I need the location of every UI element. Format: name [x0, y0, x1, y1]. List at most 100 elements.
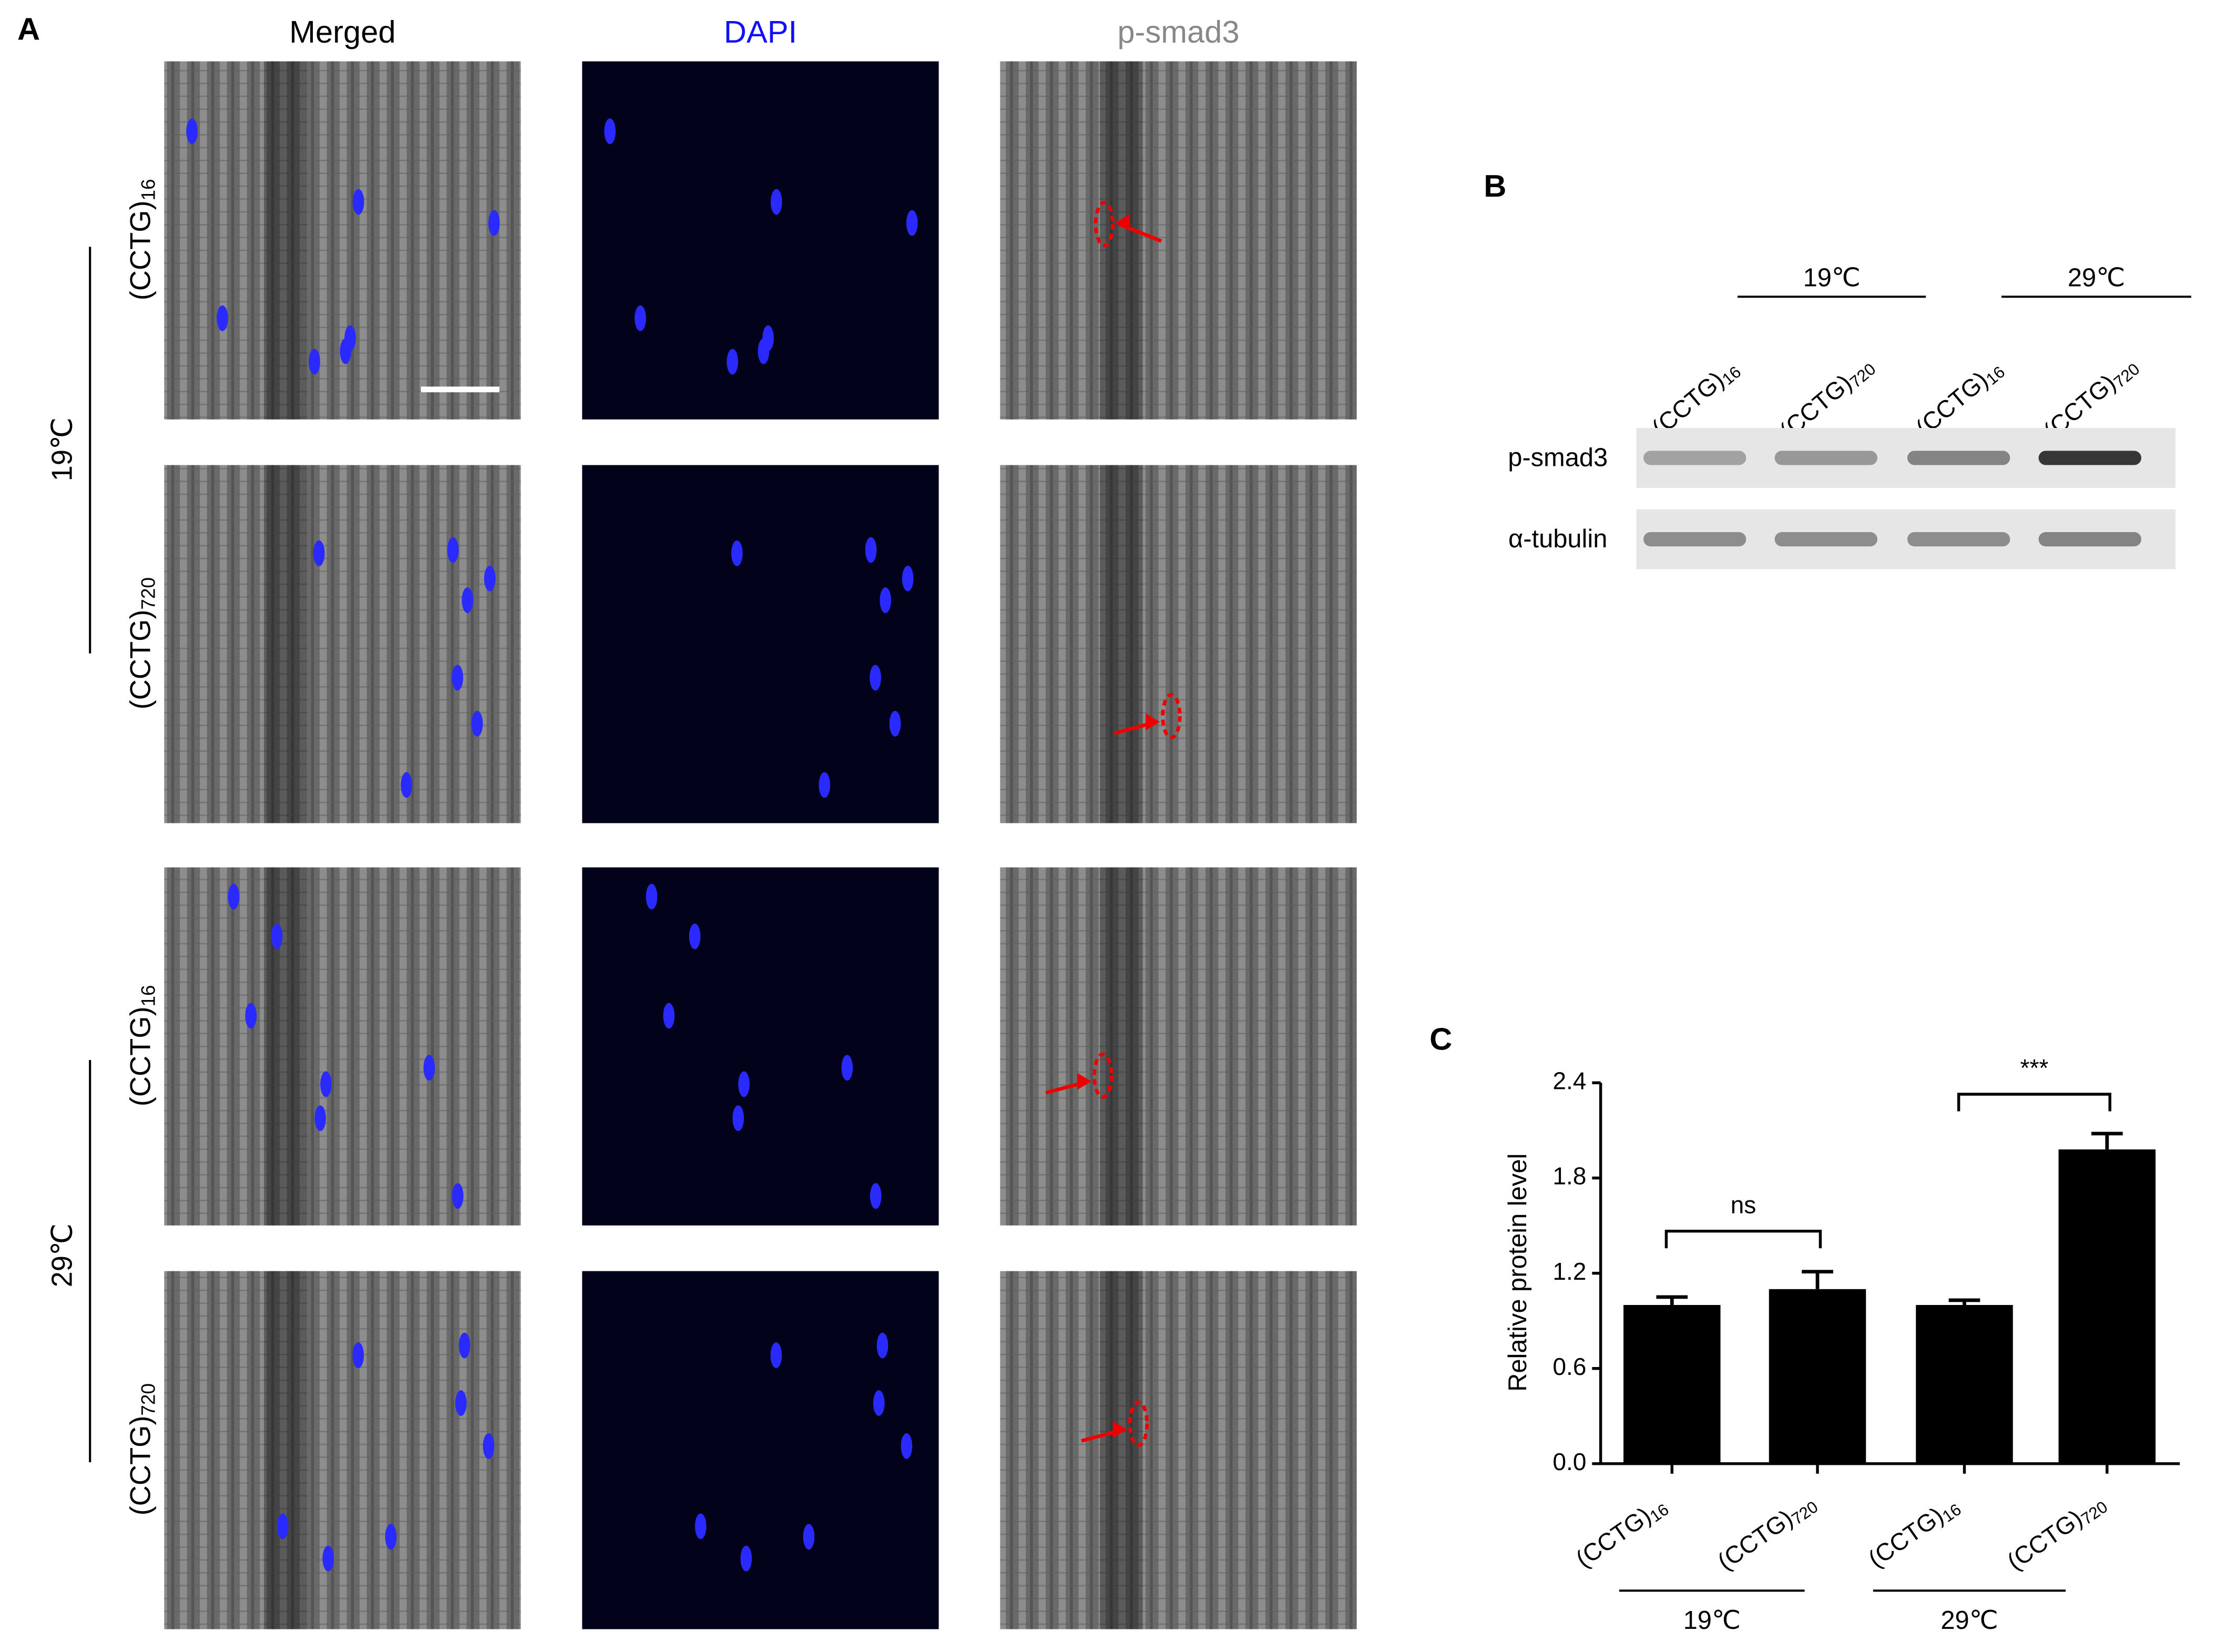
bar — [1769, 1289, 1866, 1464]
group-label: 29℃ — [2068, 264, 2125, 292]
band — [1907, 532, 2010, 547]
panel-letter: B — [1484, 168, 1506, 203]
nucleus — [462, 587, 474, 614]
row-label: (CCTG)720 — [125, 1383, 159, 1515]
nucleus — [483, 1433, 495, 1459]
group-label: 19℃ — [47, 417, 78, 481]
panel-letter: A — [17, 11, 40, 46]
image-shade — [264, 61, 307, 420]
panel-letter: C — [1429, 1021, 1452, 1056]
nucleus — [689, 923, 701, 950]
nucleus — [471, 710, 483, 737]
nucleus — [880, 587, 892, 614]
micrograph — [164, 465, 521, 823]
nucleus — [663, 1003, 675, 1029]
micrograph — [164, 867, 521, 1226]
nucleus — [819, 772, 831, 798]
arrow-head — [1146, 713, 1160, 731]
nucleus — [604, 118, 616, 145]
nucleus — [484, 565, 496, 592]
nucleus — [770, 189, 782, 215]
micrograph — [1000, 1271, 1357, 1629]
image-panel — [582, 1271, 939, 1629]
bar — [2058, 1149, 2156, 1464]
nucleus — [731, 540, 743, 566]
significance-bracket — [1664, 1229, 1822, 1249]
group-label: 29℃ — [47, 1223, 78, 1287]
image-panel — [1000, 1271, 1357, 1629]
row-label: (CCTG)16 — [125, 179, 159, 300]
micrograph — [582, 465, 939, 823]
marked-nucleus — [1161, 692, 1182, 740]
y-tick-label: 1.2 — [1552, 1258, 1586, 1285]
nucleus — [694, 1513, 707, 1539]
arrow-head — [1077, 1073, 1091, 1090]
image-shade — [1100, 1271, 1143, 1629]
nucleus — [340, 338, 352, 364]
image-panel — [164, 465, 521, 823]
band — [2038, 532, 2141, 547]
image-shade — [1100, 465, 1143, 823]
column-header: DAPI — [724, 14, 797, 49]
band-label: p-smad3 — [1508, 444, 1608, 472]
row-label: (CCTG)720 — [125, 577, 159, 709]
nucleus — [314, 1105, 326, 1131]
image-shade — [264, 465, 307, 823]
image-shade — [1100, 867, 1143, 1226]
band — [1774, 451, 1877, 465]
band — [1907, 451, 2010, 465]
nucleus — [841, 1055, 853, 1081]
marked-nucleus — [1128, 1400, 1149, 1447]
band — [1643, 532, 1746, 547]
bar — [1623, 1304, 1721, 1464]
nucleus — [870, 1183, 882, 1209]
nucleus — [876, 1332, 888, 1359]
micrograph — [582, 1271, 939, 1629]
column-header: p-smad3 — [1117, 14, 1239, 49]
band — [1643, 451, 1746, 465]
nucleus — [902, 565, 914, 592]
significance-label: *** — [2020, 1054, 2049, 1082]
y-tick-label: 0.0 — [1552, 1448, 1586, 1475]
micrograph — [164, 61, 521, 420]
nucleus — [322, 1545, 334, 1572]
y-tick-label: 1.8 — [1552, 1162, 1586, 1190]
image-panel — [164, 1271, 521, 1629]
image-panel — [582, 465, 939, 823]
nucleus — [245, 1003, 257, 1029]
micrograph — [1000, 61, 1357, 420]
band — [1774, 532, 1877, 547]
nucleus — [758, 338, 770, 364]
nucleus — [635, 305, 646, 331]
group-label: 29℃ — [1940, 1606, 1998, 1635]
y-tick-label: 2.4 — [1552, 1067, 1586, 1095]
nucleus — [401, 772, 413, 798]
marked-nucleus — [1094, 200, 1115, 248]
image-panel — [1000, 867, 1357, 1226]
micrograph — [582, 61, 939, 420]
image-shade — [264, 1271, 307, 1629]
nucleus — [447, 537, 459, 563]
nucleus — [423, 1055, 435, 1081]
nucleus — [740, 1545, 752, 1572]
nucleus — [458, 1332, 471, 1359]
band-label: α-tubulin — [1508, 525, 1607, 553]
arrow-head — [1116, 213, 1130, 231]
nucleus — [646, 883, 658, 910]
image-panel — [582, 867, 939, 1226]
image-panel — [1000, 61, 1357, 420]
nucleus — [452, 665, 463, 691]
significance-bracket — [1957, 1093, 2111, 1111]
nucleus — [901, 1433, 913, 1459]
image-shade — [264, 867, 307, 1226]
column-header: Merged — [289, 14, 395, 49]
nucleus — [309, 349, 320, 375]
nucleus — [455, 1390, 467, 1416]
nucleus — [313, 540, 325, 566]
nucleus — [738, 1071, 750, 1097]
nucleus — [452, 1183, 464, 1209]
nucleus — [865, 537, 877, 563]
nucleus — [727, 349, 738, 375]
nucleus — [732, 1105, 744, 1131]
micrograph — [164, 1271, 521, 1629]
